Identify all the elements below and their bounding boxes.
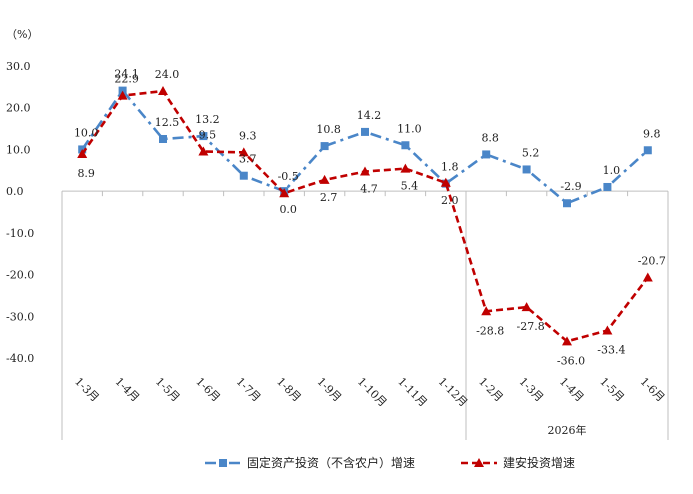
series-2-point <box>77 149 88 159</box>
data-label: -36.0 <box>557 354 585 367</box>
data-label: 8.9 <box>77 167 95 180</box>
data-label: 24.0 <box>155 68 180 81</box>
data-label: -28.8 <box>476 324 504 337</box>
data-label: -2.9 <box>560 180 581 193</box>
data-label: 10.8 <box>316 123 341 136</box>
legend: 固定资产投资（不含农户）增速 建安投资增速 <box>205 455 575 470</box>
x-tick-label: 1-10月 <box>355 375 389 409</box>
series-2-point <box>238 147 249 157</box>
data-label: 1.0 <box>603 164 621 177</box>
data-label: 13.2 <box>195 113 220 126</box>
data-label: 9.8 <box>643 127 661 140</box>
data-label: 12.5 <box>155 116 180 129</box>
y-unit-label: （%） <box>6 28 38 41</box>
series-1-point <box>239 171 248 180</box>
legend-marker <box>474 458 484 467</box>
data-label: -20.7 <box>638 254 666 267</box>
data-label: -33.4 <box>597 343 625 356</box>
series-2-point <box>602 325 613 335</box>
y-tick-label: -40.0 <box>6 352 34 365</box>
data-label: 14.2 <box>357 109 382 122</box>
data-label: 9.5 <box>199 129 217 142</box>
axes <box>61 190 669 440</box>
series-1-point <box>361 127 369 136</box>
y-tick-label: 0.0 <box>6 185 24 198</box>
data-label: 24.1 <box>114 68 139 81</box>
series-1-point <box>199 132 208 141</box>
y-tick-label: -30.0 <box>6 310 34 323</box>
x-tick-label: 1-5月 <box>597 375 626 404</box>
series-1-point <box>320 142 329 151</box>
x-tick-label: 1-8月 <box>274 375 303 404</box>
x-tick-label: 1-4月 <box>112 375 141 404</box>
series-2-point <box>440 177 451 187</box>
group-label-2026: 2026年 <box>548 423 587 437</box>
legend-label: 建安投资增速 <box>503 455 575 470</box>
data-label: -27.8 <box>516 320 544 333</box>
data-labels: 10.0 24.1 12.5 13.2 3.7 0.0 10.8 14.2 11.0 1.8 8.8… <box>74 68 666 368</box>
data-label: -0.5 <box>278 170 299 183</box>
x-tick-labels: 1-3月 1-4月 1-5月 1-6月 1-7月 1-8月 1-9月 1-10月 1-11月 1-… <box>72 375 667 409</box>
x-tick-label: 1-11月 <box>395 375 429 409</box>
data-label: 1.8 <box>441 161 459 174</box>
series-1-point <box>603 182 612 191</box>
series-1-point <box>401 141 410 150</box>
series-1-point <box>118 86 127 95</box>
y-tick-labels: 30.0 20.0 10.0 0.0 -10.0 -20.0 -30.0 -40.0 <box>6 60 34 365</box>
x-tick-label: 1-5月 <box>153 375 182 404</box>
data-label: 3.7 <box>239 153 257 166</box>
x-tick-label: 1-7月 <box>234 375 263 404</box>
x-tick-label: 1-2月 <box>476 375 505 404</box>
x-tick-label: 1-12月 <box>436 375 470 409</box>
series-1-point <box>563 199 571 208</box>
data-label: 22.9 <box>114 73 139 86</box>
series-2-point <box>279 188 290 198</box>
data-label: 11.0 <box>397 122 422 135</box>
series-2-point <box>521 302 532 312</box>
series-2-point <box>400 163 411 173</box>
series-2-point <box>642 272 653 282</box>
data-label: 5.4 <box>401 180 419 193</box>
series-1-point <box>643 146 652 155</box>
legend-marker <box>219 459 227 467</box>
series-2-point <box>481 306 492 316</box>
x-tick-label: 1-9月 <box>314 375 343 404</box>
y-tick-label: -20.0 <box>6 269 34 282</box>
data-label: 2.0 <box>441 194 459 207</box>
series-2-point <box>319 174 330 184</box>
series-1-point <box>159 135 167 143</box>
series-2-point <box>198 146 209 156</box>
series-2-point <box>117 90 128 100</box>
series-2-point <box>562 336 572 346</box>
data-label: 2.7 <box>320 191 338 204</box>
y-tick-label: 20.0 <box>6 102 31 115</box>
y-tick-label: 30.0 <box>6 60 31 73</box>
x-tick-label: 1-3月 <box>516 375 545 404</box>
series-2-point <box>158 86 168 96</box>
data-label: 0.0 <box>279 203 297 216</box>
data-label: 9.3 <box>239 129 257 142</box>
data-label: 4.7 <box>360 183 378 196</box>
series-1-point <box>522 165 531 174</box>
x-tick-label: 1-6月 <box>193 375 222 404</box>
data-label: 10.0 <box>74 126 99 139</box>
x-tick-label: 1-3月 <box>72 375 101 404</box>
series-2-point <box>360 166 370 176</box>
x-tick-label: 1-4月 <box>557 375 586 404</box>
data-label: 8.8 <box>481 131 499 144</box>
series-layer <box>77 86 653 346</box>
y-tick-label: -10.0 <box>6 227 34 240</box>
series-1-point <box>482 150 491 159</box>
x-tick-label: 1-6月 <box>638 375 667 404</box>
y-tick-label: 10.0 <box>6 143 31 156</box>
data-label: 5.2 <box>522 146 540 159</box>
legend-label: 固定资产投资（不含农户）增速 <box>247 455 415 470</box>
